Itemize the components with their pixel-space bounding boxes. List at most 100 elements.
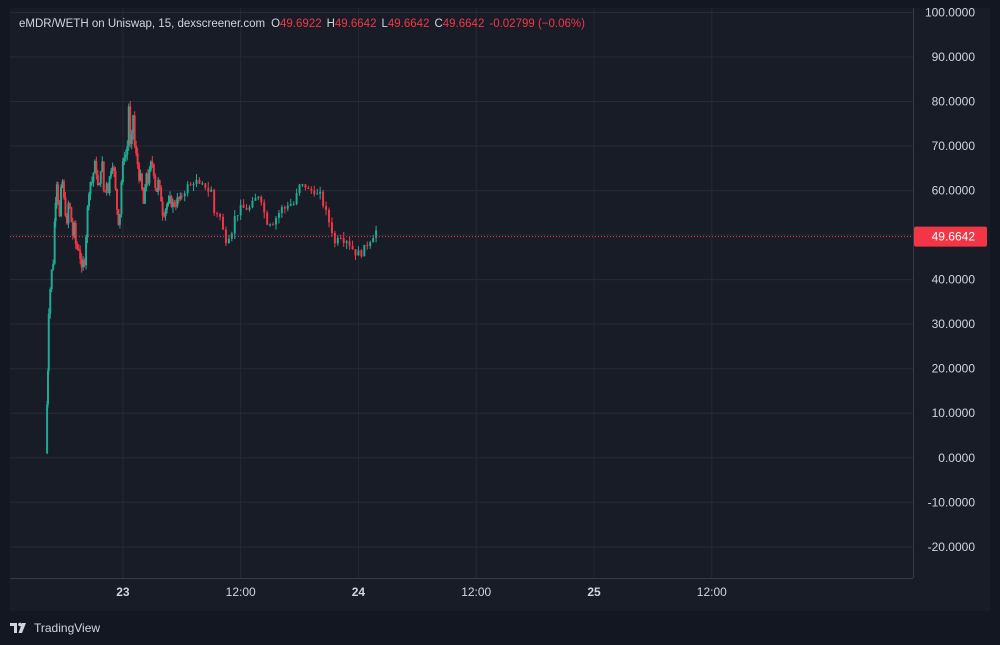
y-tick-label: 90.0000 <box>932 50 976 64</box>
candle-body <box>116 189 118 210</box>
candle-body <box>70 207 73 223</box>
candle-body <box>179 196 182 199</box>
price-chart[interactable]: 100.000090.000080.000070.000060.000050.0… <box>10 8 990 611</box>
candle-body <box>216 213 219 215</box>
candle-body <box>167 201 170 204</box>
candle-body <box>79 250 82 260</box>
candle-body <box>111 167 114 172</box>
candle-body <box>357 250 360 256</box>
candle-body <box>251 200 254 208</box>
candle-body <box>239 204 242 216</box>
candle-body <box>245 207 248 210</box>
candle-body <box>123 157 126 161</box>
candle-body <box>198 179 201 184</box>
candle-body <box>77 248 80 251</box>
candle-body <box>105 183 108 191</box>
candle-body <box>102 161 105 191</box>
candle-body <box>322 191 325 206</box>
candle-body <box>64 197 67 216</box>
x-tick-label: 12:00 <box>461 585 491 599</box>
tradingview-brand[interactable]: TradingView <box>34 621 101 635</box>
candle-body <box>301 184 304 186</box>
candle-body <box>313 190 316 195</box>
candle-body <box>99 171 102 184</box>
candle-body <box>145 173 148 188</box>
candle-body <box>173 202 176 206</box>
tradingview-logo-icon[interactable] <box>10 622 28 634</box>
candle-body <box>158 179 161 188</box>
last-price-label: 49.6642 <box>932 230 976 244</box>
candle-body <box>201 183 204 185</box>
candle-body <box>254 198 257 201</box>
candle-body <box>49 289 52 314</box>
candle-body <box>189 184 192 186</box>
candle-body <box>65 215 68 224</box>
y-tick-label: 10.0000 <box>932 406 976 420</box>
candle-body <box>161 201 164 216</box>
candle-body <box>280 207 283 214</box>
candle-body <box>180 196 183 198</box>
candle-body <box>110 171 113 177</box>
candle-body <box>114 171 117 190</box>
candle-body <box>277 213 280 218</box>
candle-body <box>160 187 163 202</box>
candle-body <box>96 175 99 185</box>
candle-body <box>351 245 354 250</box>
candle-body <box>171 202 174 207</box>
ohlc-open: O49.6922 <box>271 18 322 30</box>
y-tick-label: -10.0000 <box>928 495 976 509</box>
candle-body <box>57 184 60 202</box>
ohlc-high: H49.6642 <box>326 18 377 30</box>
x-tick-label: 23 <box>116 585 130 599</box>
candle-body <box>124 154 127 158</box>
candle-body <box>50 269 53 290</box>
candle-body <box>132 115 135 134</box>
candle-body <box>248 207 251 210</box>
candle-body <box>157 179 160 192</box>
candle-body <box>130 133 133 144</box>
candle-body <box>121 160 124 183</box>
candle-body <box>135 145 138 154</box>
candle-body <box>292 203 295 205</box>
chart-pane[interactable]: 100.000090.000080.000070.000060.000050.0… <box>10 8 990 611</box>
candle-body <box>136 153 139 165</box>
candle-body <box>266 212 269 225</box>
candle-body <box>118 214 121 225</box>
candle-body <box>120 182 123 215</box>
candle-body <box>107 183 110 194</box>
candle-body <box>183 193 186 197</box>
candle-body <box>177 197 180 199</box>
candle-body <box>342 238 345 244</box>
candle-body <box>319 191 322 194</box>
candle-body <box>236 215 239 217</box>
candle-body <box>210 189 213 192</box>
candle-body <box>272 224 275 226</box>
candle-body <box>372 238 375 243</box>
candle-body <box>148 169 151 184</box>
x-tick-label: 25 <box>587 585 601 599</box>
y-tick-label: -20.0000 <box>928 540 976 554</box>
candle-body <box>93 161 96 173</box>
candle-body <box>52 263 55 270</box>
candle-body <box>113 167 116 172</box>
candle-body <box>230 233 233 239</box>
candle-body <box>170 196 173 207</box>
candle-body <box>152 164 155 176</box>
candle-body <box>142 189 145 204</box>
x-tick-label: 12:00 <box>697 585 727 599</box>
candle-body <box>219 214 222 217</box>
candle-body <box>88 194 90 207</box>
candle-body <box>76 244 79 249</box>
candle-body <box>98 183 101 185</box>
candle-body <box>316 193 319 195</box>
x-tick-label: 24 <box>352 585 366 599</box>
candle-body <box>92 172 95 182</box>
y-tick-label: 100.0000 <box>925 8 975 19</box>
candle-body <box>186 184 189 194</box>
candle-body <box>83 260 86 266</box>
candle-body <box>260 196 263 203</box>
candle-body <box>47 370 49 405</box>
candle-body <box>139 173 142 181</box>
y-tick-label: 60.0000 <box>932 184 976 198</box>
candle-body <box>224 229 227 244</box>
